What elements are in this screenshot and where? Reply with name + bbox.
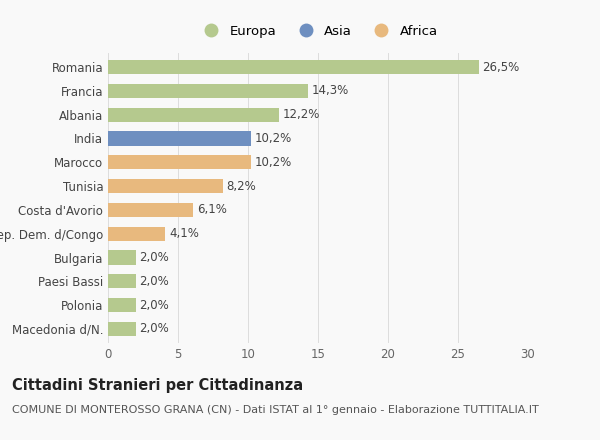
Legend: Europa, Asia, Africa: Europa, Asia, Africa <box>196 22 440 40</box>
Bar <box>108 227 166 241</box>
Text: 6,1%: 6,1% <box>197 203 227 216</box>
Text: 2,0%: 2,0% <box>139 323 169 335</box>
Bar <box>108 84 308 98</box>
Text: Cittadini Stranieri per Cittadinanza: Cittadini Stranieri per Cittadinanza <box>12 378 303 393</box>
Text: 14,3%: 14,3% <box>312 84 349 97</box>
Bar <box>108 179 223 193</box>
Text: 10,2%: 10,2% <box>254 132 292 145</box>
Text: 10,2%: 10,2% <box>254 156 292 169</box>
Bar <box>108 132 251 146</box>
Bar <box>108 298 136 312</box>
Bar <box>108 155 251 169</box>
Bar <box>108 274 136 289</box>
Text: 12,2%: 12,2% <box>282 108 320 121</box>
Text: 2,0%: 2,0% <box>139 299 169 312</box>
Text: 26,5%: 26,5% <box>482 61 520 73</box>
Bar <box>108 107 279 122</box>
Bar <box>108 203 193 217</box>
Bar <box>108 250 136 264</box>
Text: COMUNE DI MONTEROSSO GRANA (CN) - Dati ISTAT al 1° gennaio - Elaborazione TUTTIT: COMUNE DI MONTEROSSO GRANA (CN) - Dati I… <box>12 405 539 415</box>
Text: 2,0%: 2,0% <box>139 275 169 288</box>
Text: 2,0%: 2,0% <box>139 251 169 264</box>
Text: 8,2%: 8,2% <box>226 180 256 193</box>
Bar <box>108 60 479 74</box>
Text: 4,1%: 4,1% <box>169 227 199 240</box>
Bar <box>108 322 136 336</box>
